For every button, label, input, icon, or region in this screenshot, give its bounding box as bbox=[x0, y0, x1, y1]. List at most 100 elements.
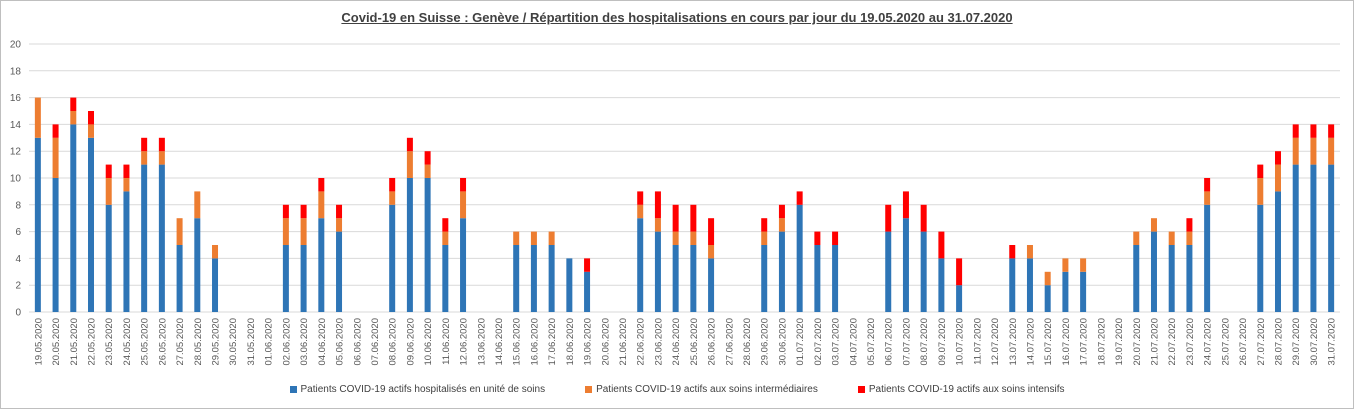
x-tick-label: 19.06.2020 bbox=[583, 318, 594, 366]
bar-segment bbox=[796, 191, 803, 205]
bar-segment bbox=[1186, 245, 1193, 312]
bar-segment bbox=[1292, 124, 1299, 138]
bar-segment bbox=[637, 191, 644, 205]
x-tick-label: 04.06.2020 bbox=[317, 318, 328, 366]
x-tick-label: 20.05.2020 bbox=[51, 318, 62, 366]
bar-segment bbox=[708, 218, 715, 245]
bar-segment bbox=[176, 218, 183, 245]
bar-segment bbox=[318, 178, 325, 192]
x-tick-label: 24.07.2020 bbox=[1203, 318, 1214, 366]
bar-segment bbox=[832, 245, 839, 312]
bar-segment bbox=[530, 245, 537, 312]
bar-segment bbox=[885, 231, 892, 312]
bar-segment bbox=[1044, 271, 1051, 286]
x-tick-label: 06.07.2020 bbox=[884, 318, 895, 366]
bar-segment bbox=[141, 164, 148, 312]
x-tick-label: 12.07.2020 bbox=[990, 318, 1001, 366]
bar-segment bbox=[105, 204, 112, 312]
x-tick-label: 09.06.2020 bbox=[405, 318, 416, 366]
bar-segment bbox=[318, 218, 325, 312]
bar-segment bbox=[300, 218, 307, 245]
legend-item-soins-intensifs: Patients COVID-19 actifs aux soins inten… bbox=[857, 384, 1065, 395]
x-tick-label: 08.06.2020 bbox=[388, 318, 399, 366]
bar-segment bbox=[708, 245, 715, 259]
bar-segment bbox=[141, 137, 148, 152]
bar-segment bbox=[1274, 164, 1281, 192]
legend-swatch-soins-intermediaires bbox=[585, 386, 593, 393]
bar-segment bbox=[761, 245, 768, 312]
x-tick-label: 26.05.2020 bbox=[157, 318, 168, 366]
x-tick-label: 01.07.2020 bbox=[795, 318, 806, 366]
bar-segment bbox=[389, 204, 396, 312]
bar-segment bbox=[1168, 231, 1175, 245]
bar-segment bbox=[1150, 231, 1157, 312]
bar-segment bbox=[336, 231, 343, 312]
x-tick-label: 03.07.2020 bbox=[831, 318, 842, 366]
x-tick-label: 26.07.2020 bbox=[1238, 318, 1249, 366]
bar-segment bbox=[654, 218, 661, 232]
bar-segment bbox=[158, 164, 165, 312]
bar-segment bbox=[513, 245, 520, 312]
bar-segment bbox=[460, 191, 467, 219]
bar-segment bbox=[318, 191, 325, 219]
bar-segment bbox=[1328, 164, 1335, 312]
bar-segment bbox=[513, 231, 520, 245]
bar-segment bbox=[956, 285, 963, 312]
x-tick-label: 21.07.2020 bbox=[1149, 318, 1160, 366]
x-tick-label: 27.07.2020 bbox=[1256, 318, 1267, 366]
x-tick-label: 10.06.2020 bbox=[423, 318, 434, 366]
x-tick-label: 16.07.2020 bbox=[1061, 318, 1072, 366]
x-tick-label: 21.05.2020 bbox=[69, 318, 80, 366]
bar-segment bbox=[832, 231, 839, 245]
bar-segment bbox=[194, 218, 201, 312]
bar-segment bbox=[105, 178, 112, 205]
bar-segment bbox=[1310, 164, 1317, 312]
bar-segment bbox=[548, 245, 555, 312]
bar-segment bbox=[938, 231, 945, 259]
bar-segment bbox=[1328, 137, 1335, 165]
bar-segment bbox=[336, 204, 343, 219]
bar-segment bbox=[389, 191, 396, 205]
bar-segment bbox=[690, 204, 697, 232]
bar-segment bbox=[1186, 231, 1193, 245]
bar-segment bbox=[442, 218, 449, 232]
bar-segment bbox=[406, 178, 413, 312]
bar-segment bbox=[194, 191, 201, 219]
x-tick-label: 27.06.2020 bbox=[724, 318, 735, 366]
x-tick-label: 22.05.2020 bbox=[87, 318, 98, 366]
x-tick-label: 17.06.2020 bbox=[547, 318, 558, 366]
x-tick-label: 04.07.2020 bbox=[848, 318, 859, 366]
x-tick-label: 05.06.2020 bbox=[335, 318, 346, 366]
bar-segment bbox=[442, 231, 449, 245]
bar-segment bbox=[88, 124, 95, 138]
bar-segment bbox=[956, 258, 963, 286]
y-tick-label: 20 bbox=[10, 40, 22, 51]
legend-label-soins-intensifs: Patients COVID-19 actifs aux soins inten… bbox=[868, 384, 1065, 395]
bar-segment bbox=[1328, 124, 1335, 138]
bar-segment bbox=[406, 151, 413, 178]
x-tick-label: 14.06.2020 bbox=[494, 318, 505, 366]
x-tick-label: 24.06.2020 bbox=[671, 318, 682, 366]
bar-segment bbox=[70, 111, 77, 125]
bar-segment bbox=[88, 137, 95, 312]
x-tick-label: 24.05.2020 bbox=[122, 318, 133, 366]
bar-segment bbox=[920, 204, 927, 232]
bar-segment bbox=[902, 191, 909, 219]
bar-segment bbox=[424, 151, 431, 165]
bar-segment bbox=[1310, 137, 1317, 165]
bar-segment bbox=[52, 124, 59, 138]
bar-segment bbox=[123, 164, 130, 178]
x-tick-label: 21.06.2020 bbox=[618, 318, 629, 366]
bar-segment bbox=[637, 204, 644, 219]
bar-segment bbox=[1026, 258, 1033, 312]
bar-segment bbox=[548, 231, 555, 245]
bar-segment bbox=[105, 164, 112, 178]
bar-segment bbox=[1204, 191, 1211, 205]
y-tick-label: 0 bbox=[15, 308, 21, 319]
bar-segment bbox=[158, 137, 165, 152]
bar-segment bbox=[1186, 218, 1193, 232]
x-tick-label: 03.06.2020 bbox=[299, 318, 310, 366]
bar-segment bbox=[885, 204, 892, 232]
x-tick-label: 14.07.2020 bbox=[1025, 318, 1036, 366]
legend-swatch-unite-de-soins bbox=[289, 386, 297, 393]
